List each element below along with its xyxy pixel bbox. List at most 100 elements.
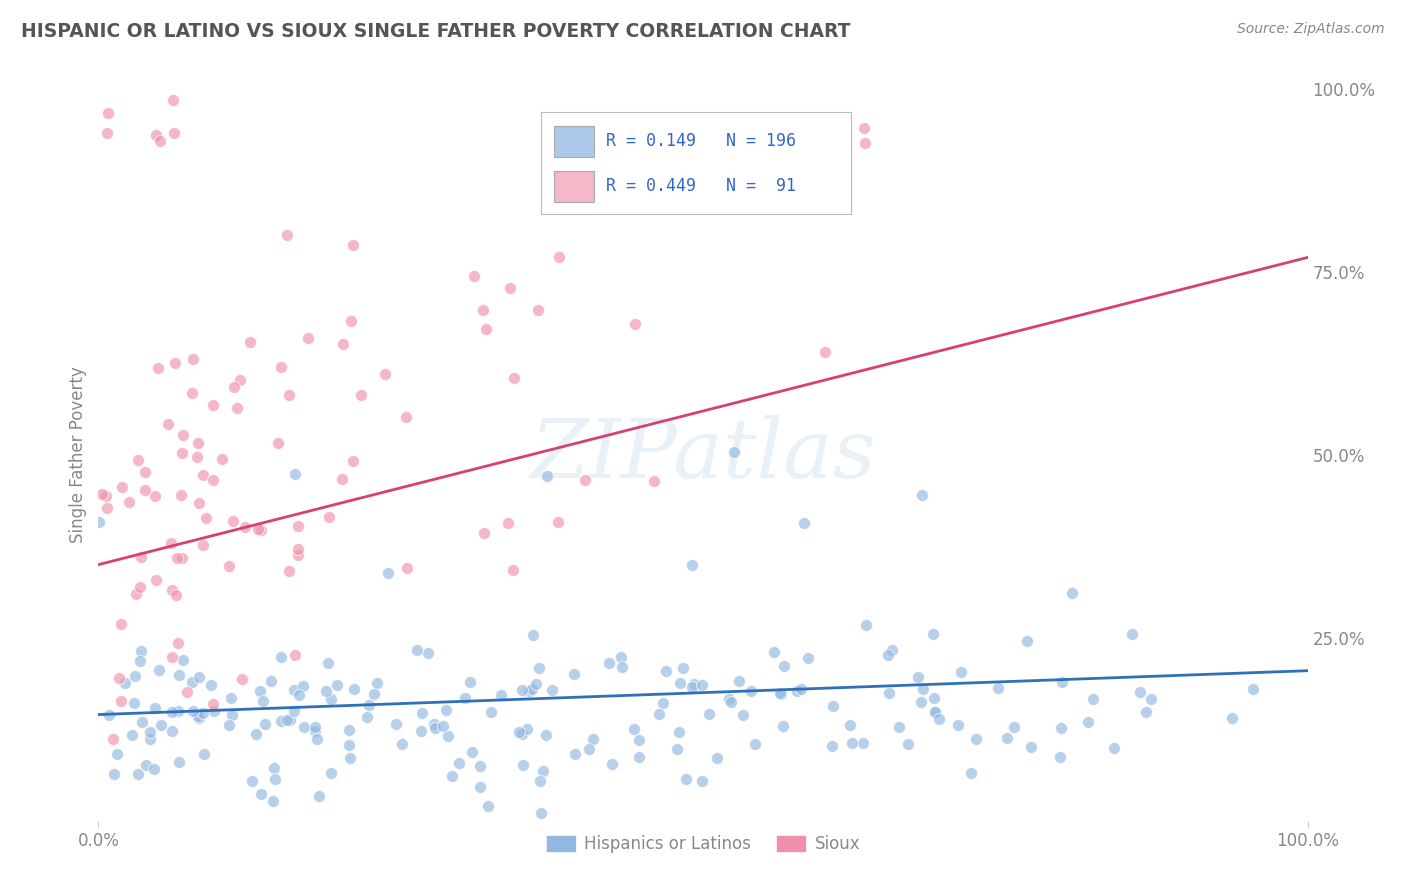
- Point: [340, 314, 363, 328]
- Point: [233, 520, 256, 534]
- Point: [321, 692, 343, 706]
- Point: [252, 694, 274, 708]
- Point: [666, 742, 689, 756]
- Point: [97, 106, 120, 120]
- Point: [536, 469, 558, 483]
- Point: [706, 751, 728, 765]
- Point: [533, 764, 555, 779]
- Point: [221, 708, 243, 723]
- Point: [363, 687, 385, 701]
- Point: [297, 331, 319, 345]
- Point: [139, 724, 162, 739]
- Point: [201, 399, 224, 413]
- Point: [332, 337, 354, 351]
- Point: [924, 705, 946, 719]
- Point: [129, 654, 152, 668]
- Point: [146, 360, 169, 375]
- Point: [461, 745, 484, 759]
- Point: [342, 454, 364, 468]
- Point: [960, 765, 983, 780]
- Point: [491, 689, 513, 703]
- Point: [245, 727, 267, 741]
- Point: [530, 806, 553, 821]
- Point: [162, 126, 184, 140]
- Point: [374, 367, 396, 381]
- Point: [127, 766, 149, 780]
- Point: [218, 558, 240, 573]
- Point: [187, 670, 209, 684]
- Point: [181, 351, 204, 366]
- Point: [612, 660, 634, 674]
- Point: [160, 724, 183, 739]
- Point: [425, 721, 447, 735]
- Point: [1002, 721, 1025, 735]
- Point: [924, 706, 946, 720]
- Point: [148, 663, 170, 677]
- Point: [628, 750, 651, 764]
- Point: [356, 709, 378, 723]
- Point: [134, 483, 156, 497]
- Point: [240, 773, 263, 788]
- Point: [395, 409, 418, 424]
- Point: [229, 373, 252, 387]
- Text: HISPANIC OR LATINO VS SIOUX SINGLE FATHER POVERTY CORRELATION CHART: HISPANIC OR LATINO VS SIOUX SINGLE FATHE…: [21, 22, 851, 41]
- Point: [211, 452, 233, 467]
- Point: [307, 732, 329, 747]
- Point: [187, 709, 209, 723]
- Point: [522, 681, 544, 696]
- Point: [855, 618, 877, 632]
- Point: [921, 627, 943, 641]
- Point: [432, 719, 454, 733]
- Point: [434, 703, 457, 717]
- Point: [723, 445, 745, 459]
- Point: [308, 789, 330, 804]
- Point: [385, 717, 408, 731]
- Point: [965, 731, 987, 746]
- Point: [193, 747, 215, 761]
- Point: [477, 798, 499, 813]
- Point: [512, 683, 534, 698]
- Point: [508, 725, 530, 739]
- Point: [411, 706, 433, 720]
- Point: [270, 714, 292, 728]
- Point: [321, 766, 343, 780]
- Point: [910, 488, 932, 502]
- Point: [529, 774, 551, 789]
- Point: [922, 690, 945, 705]
- Point: [516, 722, 538, 736]
- Point: [337, 738, 360, 752]
- Point: [343, 682, 366, 697]
- Point: [187, 436, 209, 450]
- Point: [193, 706, 215, 720]
- Point: [284, 648, 307, 663]
- Point: [127, 453, 149, 467]
- Point: [1015, 633, 1038, 648]
- Point: [278, 564, 301, 578]
- Point: [139, 731, 162, 746]
- Point: [357, 698, 380, 713]
- Point: [527, 661, 550, 675]
- Point: [690, 678, 713, 692]
- Point: [668, 724, 690, 739]
- Point: [510, 727, 533, 741]
- Point: [337, 723, 360, 737]
- Point: [259, 674, 281, 689]
- Point: [87, 515, 110, 529]
- Point: [188, 711, 211, 725]
- Point: [277, 387, 299, 401]
- Point: [731, 707, 754, 722]
- Point: [1050, 675, 1073, 690]
- Point: [172, 446, 194, 460]
- Point: [284, 467, 307, 482]
- Point: [176, 685, 198, 699]
- Point: [247, 522, 270, 536]
- Point: [121, 728, 143, 742]
- Point: [672, 661, 695, 675]
- Point: [91, 487, 114, 501]
- Point: [166, 550, 188, 565]
- Point: [406, 643, 429, 657]
- Point: [744, 738, 766, 752]
- Point: [170, 551, 193, 566]
- Point: [463, 269, 485, 284]
- Point: [191, 467, 214, 482]
